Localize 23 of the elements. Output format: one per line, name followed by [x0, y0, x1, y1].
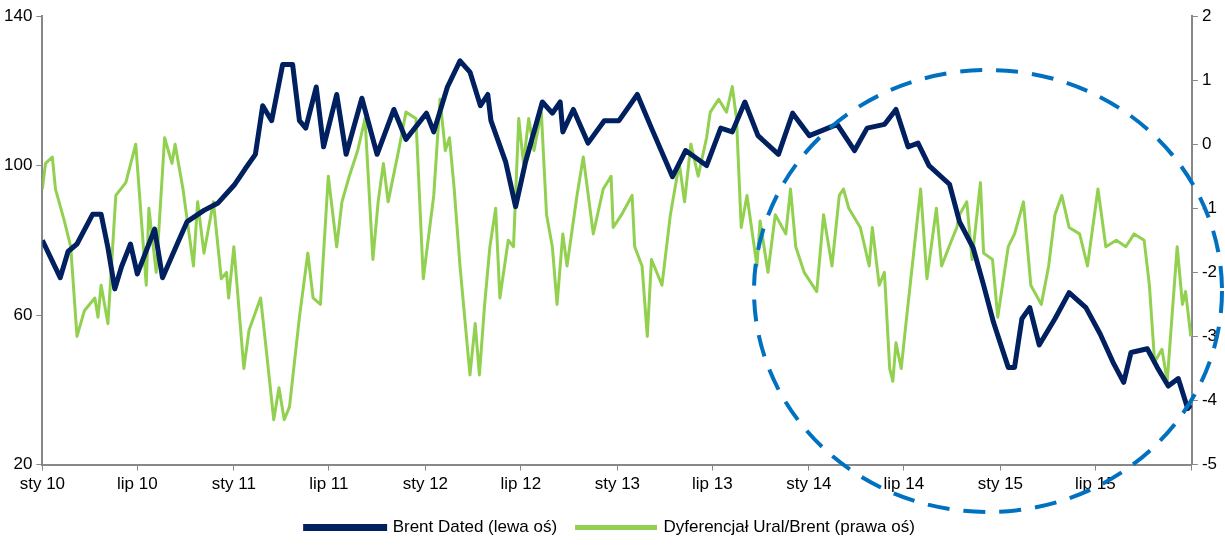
y2-tick-label: 1: [1201, 69, 1212, 89]
x-tick-label: sty 12: [402, 474, 449, 494]
legend-label: Brent Dated (lewa oś): [392, 517, 558, 537]
x-tick-label: lip 11: [309, 474, 349, 494]
x-tick-label: sty 13: [594, 474, 641, 494]
y2-tick-label: 2: [1201, 5, 1212, 25]
y2-tick-label: 0: [1201, 133, 1212, 153]
y2-tick-label: -5: [1201, 454, 1218, 474]
x-tick-label: lip 12: [500, 474, 542, 494]
y-tick-label: 60: [13, 304, 33, 324]
x-tick-label: sty 15: [977, 474, 1024, 494]
x-tick-label: lip 10: [117, 474, 158, 494]
x-tick-label: lip 13: [692, 474, 733, 494]
y2-tick-label: -4: [1201, 390, 1218, 410]
x-tick-label: sty 11: [211, 474, 256, 494]
y-tick-label: 140: [3, 5, 33, 25]
y-tick-label: 20: [13, 454, 33, 474]
y2-tick-label: -2: [1201, 262, 1218, 282]
legend-label: Dyferencjał Ural/Brent (prawa oś): [663, 517, 915, 537]
x-tick-label: sty 14: [786, 474, 832, 494]
x-tick-label: sty 10: [19, 474, 66, 494]
x-tick-label: lip 14: [883, 474, 925, 494]
y-tick-label: 100: [3, 155, 33, 175]
